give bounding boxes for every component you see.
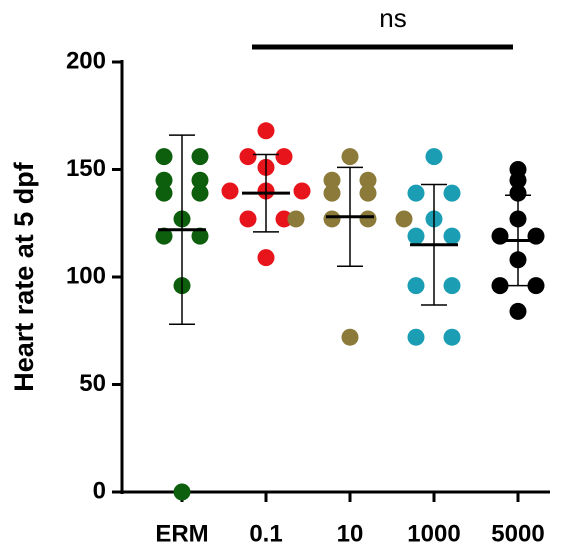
data-point [527, 227, 545, 245]
data-point [155, 184, 173, 202]
data-point [257, 249, 275, 267]
data-point [191, 148, 209, 166]
data-point [239, 148, 257, 166]
data-point [323, 184, 341, 202]
data-point [407, 328, 425, 346]
data-point [443, 277, 461, 295]
data-point [443, 227, 461, 245]
data-point [239, 210, 257, 228]
data-point [359, 184, 377, 202]
x-tick-label: 5000 [491, 520, 544, 547]
data-point [257, 122, 275, 140]
data-point [191, 171, 209, 189]
data-point [155, 171, 173, 189]
data-point [341, 148, 359, 166]
data-point [443, 328, 461, 346]
data-point [221, 182, 239, 200]
data-point [275, 210, 293, 228]
data-point [275, 148, 293, 166]
data-point [191, 227, 209, 245]
y-axis-label: Heart rate at 5 dpf [9, 161, 39, 392]
data-point [407, 227, 425, 245]
y-tick-label: 150 [66, 155, 106, 182]
data-point [491, 227, 509, 245]
data-point [359, 210, 377, 228]
data-point [509, 184, 527, 202]
x-tick-label: 10 [337, 520, 364, 547]
data-point [407, 277, 425, 295]
data-point [527, 277, 545, 295]
data-point [491, 277, 509, 295]
data-point [155, 148, 173, 166]
data-point [323, 171, 341, 189]
data-point [425, 148, 443, 166]
y-tick-label: 50 [79, 370, 106, 397]
data-point [443, 184, 461, 202]
x-tick-label: 0.1 [249, 520, 282, 547]
y-tick-label: 100 [66, 262, 106, 289]
data-point [173, 483, 191, 501]
significance-label: ns [379, 3, 406, 33]
y-tick-label: 0 [93, 477, 106, 504]
data-point [293, 182, 311, 200]
data-point [395, 210, 413, 228]
data-point [341, 328, 359, 346]
y-tick-label: 200 [66, 47, 106, 74]
data-point [359, 171, 377, 189]
data-point [155, 227, 173, 245]
data-point [407, 184, 425, 202]
data-point [191, 184, 209, 202]
data-point [287, 210, 305, 228]
data-point [509, 171, 527, 189]
x-tick-label: 1000 [407, 520, 460, 547]
data-point [509, 302, 527, 320]
data-point [323, 210, 341, 228]
x-tick-label: ERM [155, 520, 208, 547]
